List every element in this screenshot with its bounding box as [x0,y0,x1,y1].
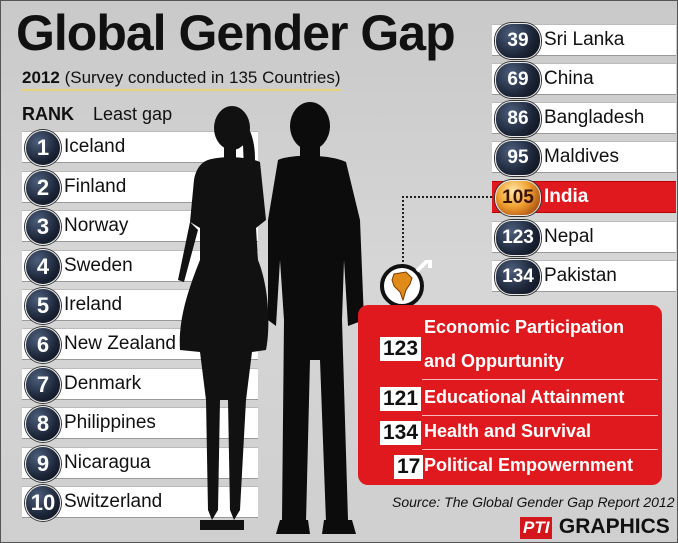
india-breakdown-panel: 123 Economic Participation and Oppurtuni… [358,305,662,485]
country-label: India [544,186,589,207]
country-label: Finland [64,176,127,197]
rank-badge: 5 [25,288,61,324]
graphics-label: GRAPHICS [558,515,670,538]
rank-label: RANK [22,104,74,124]
survey-subtitle: 2012 (Survey conducted in 135 Countries) [22,68,341,91]
rank-badge: 8 [25,406,61,442]
rank-badge: 6 [25,327,61,363]
page-title: Global Gender Gap [16,5,456,61]
pti-graphics-logo: PTI GRAPHICS [520,515,670,539]
breakdown-rank: 17 [394,455,424,479]
rank-badge: 1 [25,130,61,166]
country-label: Nepal [544,226,594,247]
list-item-least-gap: 8 Philippines [22,406,258,442]
country-label: Pakistan [544,265,617,286]
country-label: Sweden [64,255,133,276]
list-item-region: 134 Pakistan [492,259,676,295]
country-label: Nicaragua [64,452,151,473]
country-label: Ireland [64,294,123,315]
country-label: New Zealand [64,333,176,354]
list-item-region: 69 China [492,62,676,98]
rank-badge: 7 [25,367,61,403]
breakdown-rank: 121 [380,387,422,411]
country-label: Iceland [64,136,126,157]
country-label: Bangladesh [544,107,645,128]
country-label: Philippines [64,412,156,433]
list-item-least-gap: 10 Switzerland [22,485,258,521]
list-item-region: 86 Bangladesh [492,101,676,137]
list-item-india: 105 India [492,180,676,216]
list-item-region: 95 Maldives [492,140,676,176]
country-label: Maldives [544,146,619,167]
list-item-region: 123 Nepal [492,220,676,256]
rank-badge: 86 [495,101,541,137]
country-label: Switzerland [64,491,163,512]
divider [422,449,658,450]
pti-label: PTI [520,517,553,539]
country-label: China [544,68,594,89]
source-note: Source: The Global Gender Gap Report 201… [392,494,675,510]
man-and-woman-silhouette-icon [178,102,364,534]
breakdown-rank: 134 [380,421,422,445]
breakdown-label: Educational Attainment [424,387,625,407]
breakdown-rank: 123 [380,337,422,361]
breakdown-label-line2: and Oppurtunity [424,351,564,371]
rank-badge: 39 [495,23,541,59]
breakdown-label: Economic Participation [424,317,625,337]
divider [422,415,658,416]
rank-badge: 123 [495,220,541,256]
breakdown-label: Political Empowernment [424,455,634,475]
breakdown-label: Health and Survival [424,421,592,441]
rank-badge: 9 [25,446,61,482]
survey-note: (Survey conducted in 135 Countries) [64,68,341,87]
rank-badge: 10 [25,485,61,521]
india-connector [402,196,492,270]
rank-badge: 2 [25,170,61,206]
rank-badge: 134 [495,259,541,295]
country-label: Denmark [64,373,142,394]
least-gap-label: Least gap [93,104,173,124]
list-item-region: 39 Sri Lanka [492,23,676,59]
rank-badge: 69 [495,62,541,98]
country-label: Norway [64,215,129,236]
divider [422,379,658,380]
rank-badge: 3 [25,209,61,245]
rank-badge: 4 [25,249,61,285]
rank-badge: 95 [495,140,541,176]
country-label: Sri Lanka [544,29,625,50]
rank-header: RANK Least gap [22,104,172,125]
year-label: 2012 [22,68,60,87]
rank-badge: 105 [495,180,541,216]
